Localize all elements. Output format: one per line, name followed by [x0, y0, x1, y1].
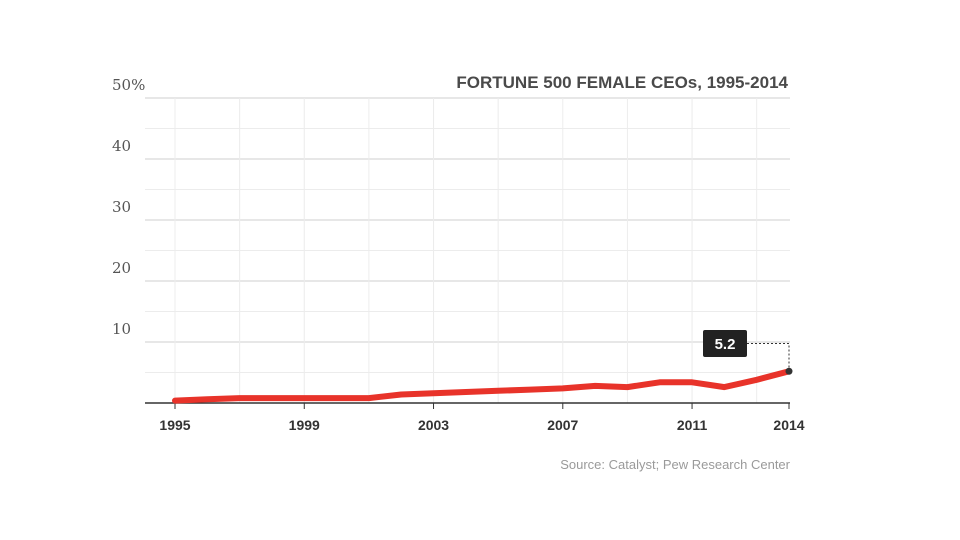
- y-tick-labels: 10 20 30 40 50%: [112, 76, 145, 338]
- x-tick-label: 1995: [159, 417, 190, 433]
- major-gridlines: [145, 97, 790, 343]
- chart-title: FORTUNE 500 FEMALE CEOs, 1995-2014: [456, 73, 788, 92]
- callout-box: [703, 330, 747, 357]
- x-tick-label: 2003: [418, 417, 449, 433]
- x-tick-label: 1999: [289, 417, 320, 433]
- y-tick-label: 20: [112, 259, 131, 277]
- callout-label: 5.2: [715, 336, 736, 353]
- x-tick-label: 2014: [773, 417, 804, 433]
- minor-gridlines: [145, 98, 790, 403]
- x-tick-label: 2011: [677, 417, 708, 433]
- callout-point: [785, 367, 793, 375]
- x-tick-labels: 1995 1999 2003 2007 2011 2014: [159, 403, 805, 433]
- series-line: [172, 368, 792, 404]
- callout-group: 5.2: [703, 330, 793, 375]
- y-tick-label: 50%: [112, 76, 145, 94]
- y-tick-label: 30: [112, 198, 131, 216]
- series-group: [172, 368, 792, 404]
- source-note: Source: Catalyst; Pew Research Center: [560, 457, 790, 472]
- callout-leader: [747, 343, 790, 372]
- x-tick-label: 2007: [547, 417, 578, 433]
- y-tick-label: 40: [112, 137, 131, 155]
- y-tick-label: 10: [112, 320, 131, 338]
